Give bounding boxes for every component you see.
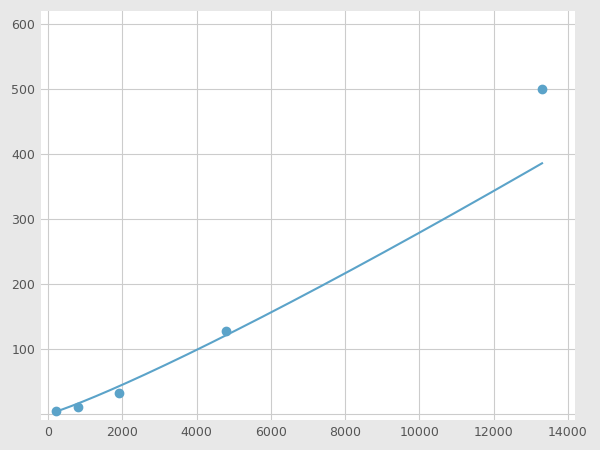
Point — [51, 407, 61, 414]
Point — [73, 404, 83, 411]
Point — [221, 327, 231, 334]
Point — [114, 389, 124, 396]
Point — [537, 86, 547, 93]
